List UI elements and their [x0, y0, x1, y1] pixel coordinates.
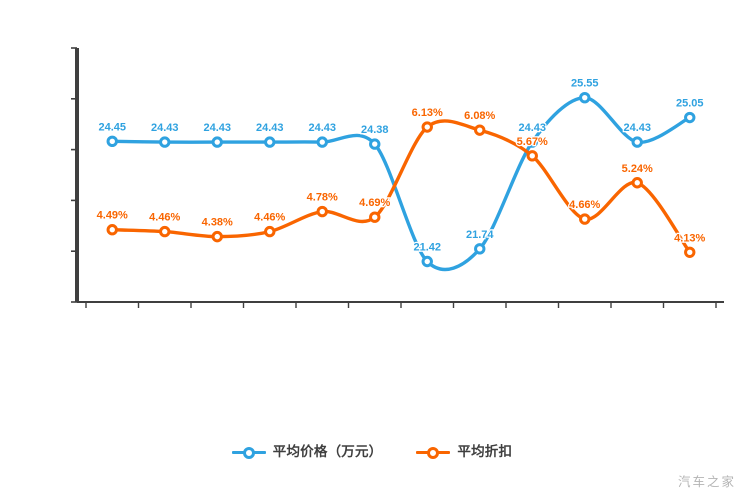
data-label: 25.05 — [676, 98, 704, 110]
data-label: 24.43 — [518, 122, 546, 134]
legend-item-discount[interactable]: 平均折扣 — [416, 445, 512, 459]
data-label: 24.43 — [151, 122, 179, 134]
data-label: 4.46% — [149, 212, 180, 224]
data-label: 25.55 — [571, 78, 599, 90]
data-label: 24.38 — [361, 124, 389, 136]
axis-layer — [71, 47, 724, 308]
data-label: 24.43 — [308, 122, 336, 134]
series-layer — [106, 91, 696, 272]
data-label: 24.43 — [203, 122, 231, 134]
data-label: 21.74 — [466, 229, 494, 241]
data-label-layer: 24.45 24.43 24.43 24.43 24.43 24.38 21.42 21.74… — [95, 76, 706, 254]
legend-marker-orange-icon — [416, 445, 451, 459]
legend-marker-blue-icon — [231, 445, 266, 459]
data-label: 4.13% — [674, 232, 705, 244]
chart-legend: 平均价格（万元） 平均折扣 — [0, 438, 744, 466]
data-label: 4.69% — [359, 197, 390, 209]
data-label: 4.49% — [97, 210, 128, 222]
legend-label-discount: 平均折扣 — [457, 444, 513, 460]
legend-item-price[interactable]: 平均价格（万元） — [231, 444, 383, 460]
data-label: 6.13% — [412, 107, 443, 119]
data-label: 5.67% — [517, 136, 548, 148]
data-label: 4.46% — [254, 212, 285, 224]
data-label: 4.66% — [569, 199, 600, 211]
data-label: 4.78% — [307, 192, 338, 204]
data-label: 24.45 — [98, 121, 126, 133]
data-label: 5.24% — [622, 163, 653, 175]
data-label: 6.08% — [464, 110, 495, 122]
data-label: 4.38% — [202, 217, 233, 229]
legend-label-price: 平均价格（万元） — [272, 444, 383, 460]
data-label: 21.42 — [413, 242, 441, 254]
watermark: 汽车之家 — [677, 475, 736, 489]
data-label: 24.43 — [623, 122, 651, 134]
data-label: 24.43 — [256, 122, 284, 134]
